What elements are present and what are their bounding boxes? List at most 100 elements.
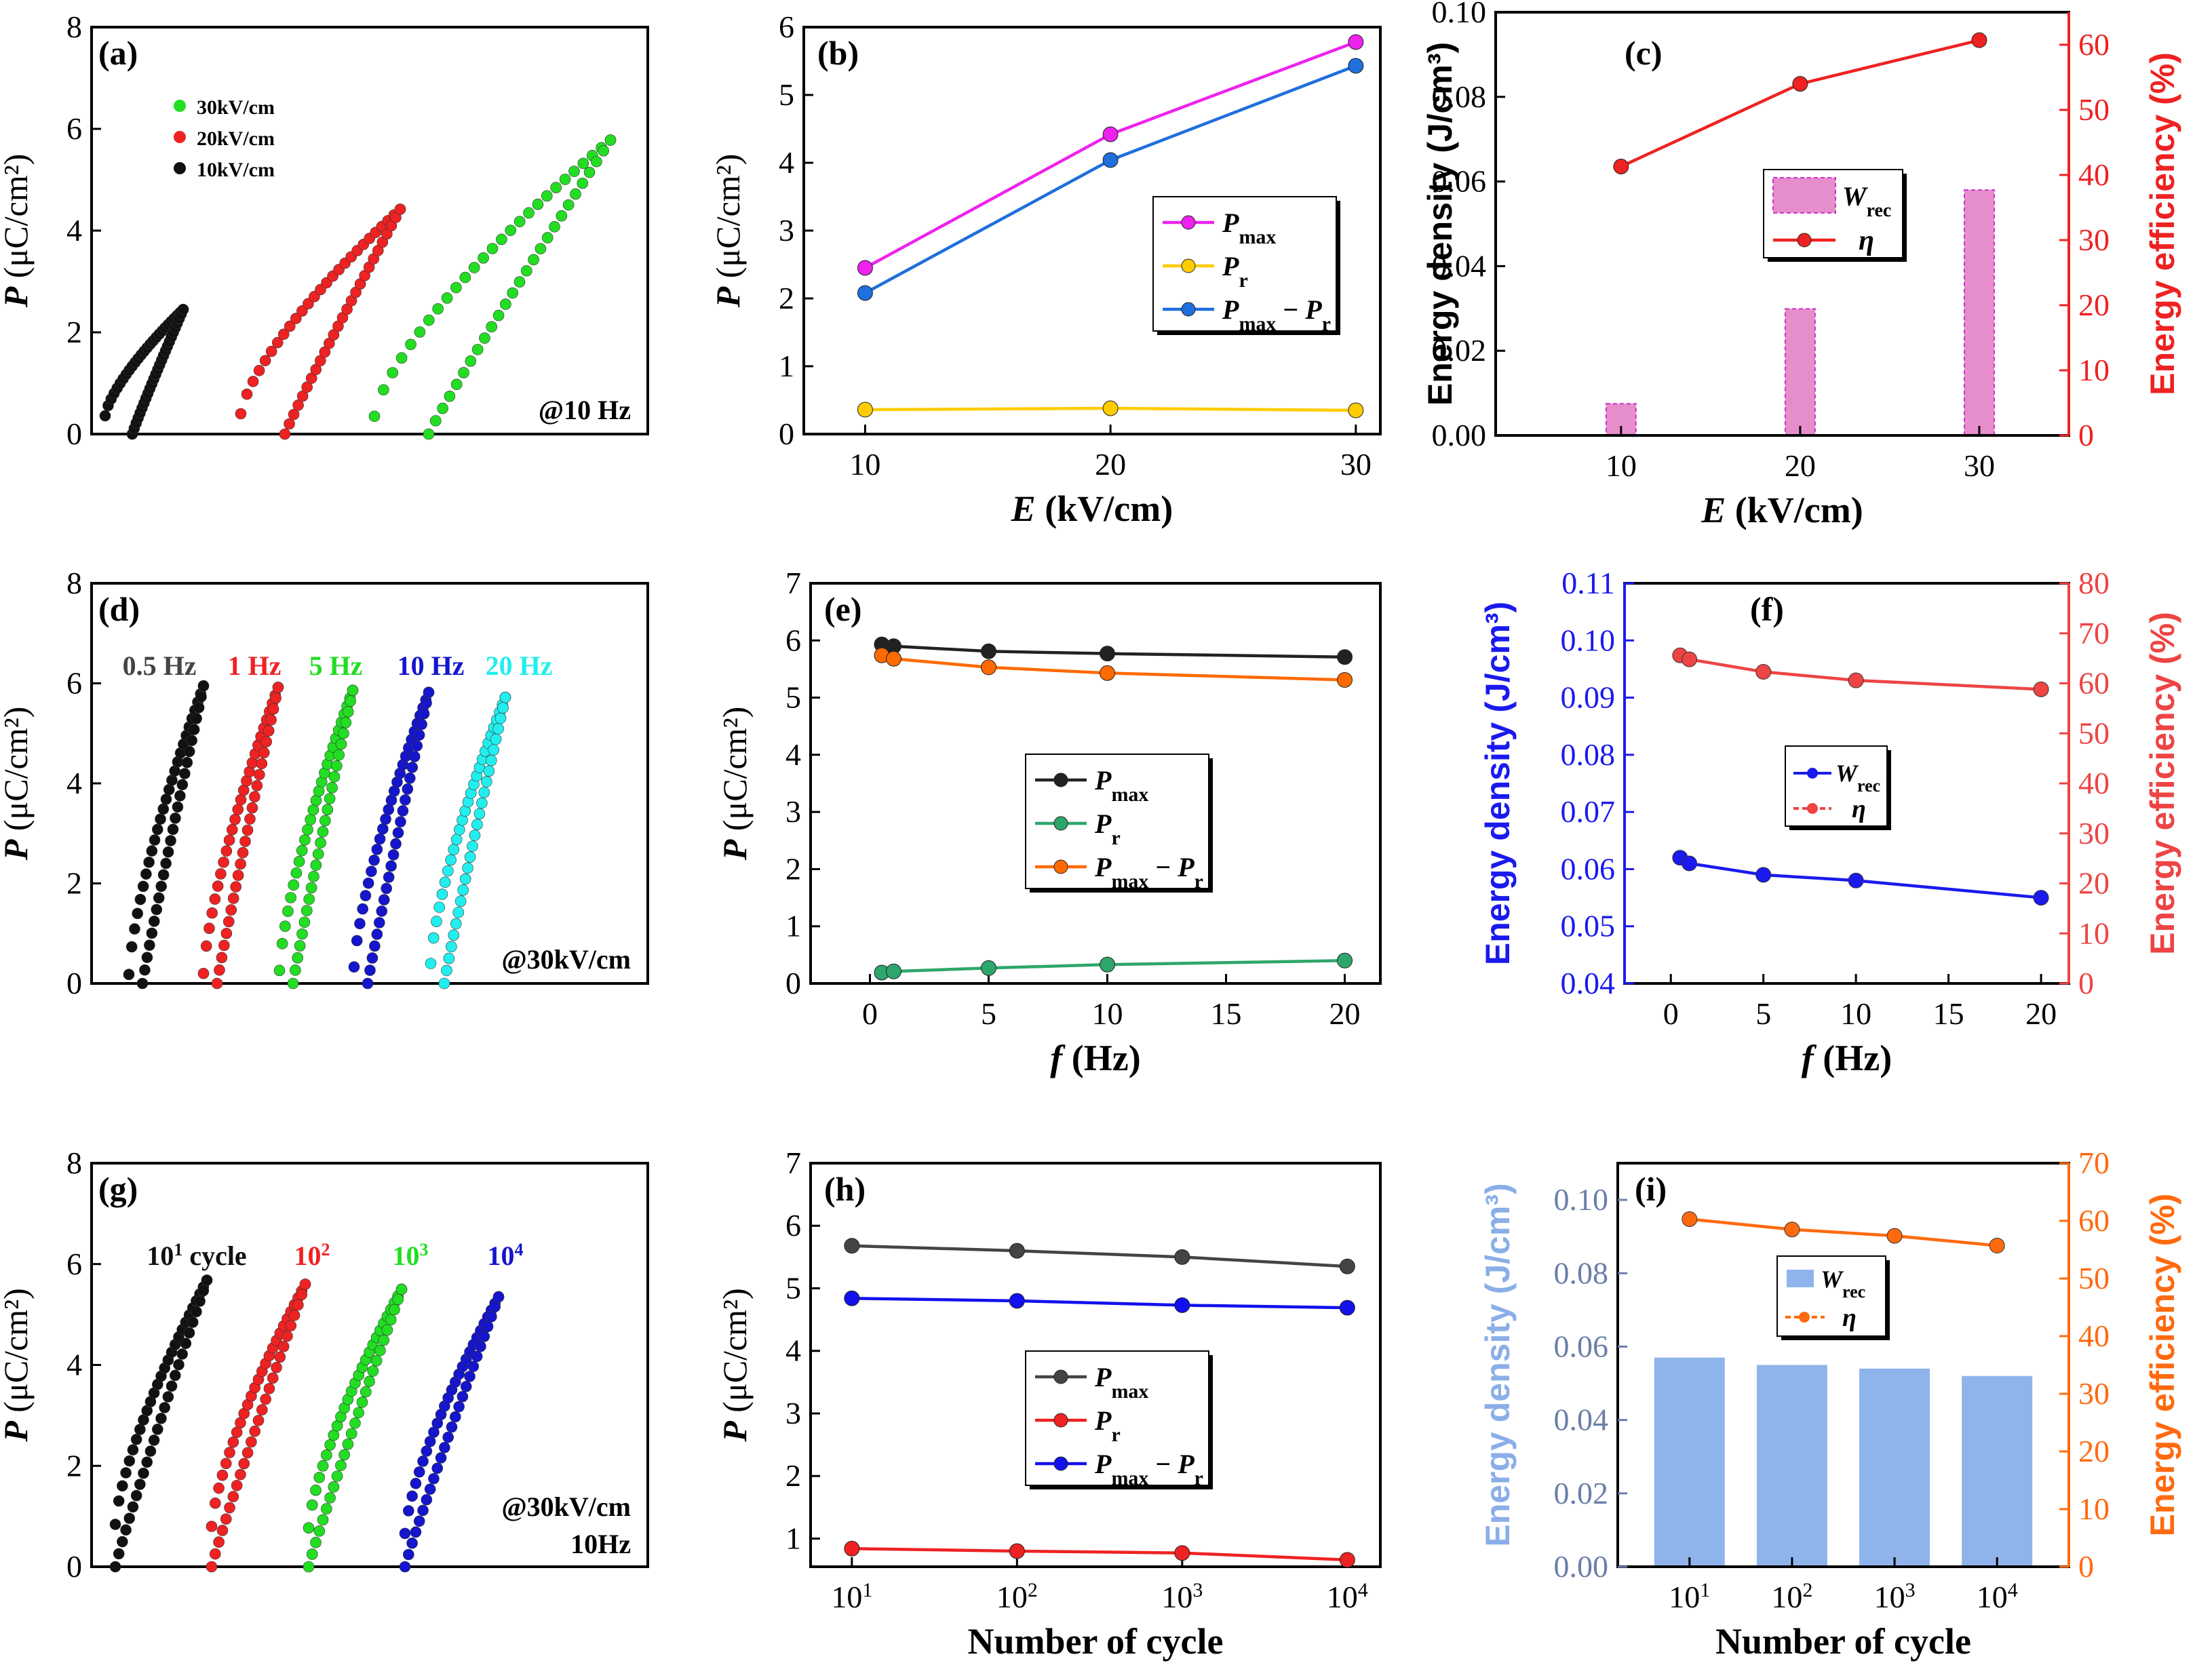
data-point [149,916,160,927]
data-point [886,963,901,979]
data-point [450,281,462,294]
loop-label: 103 [393,1240,429,1272]
y2-tick-label: 50 [2078,1261,2110,1295]
data-point [292,399,304,411]
data-point [381,1324,393,1336]
data-point [450,378,463,391]
data-point [413,1466,425,1478]
data-point [492,723,504,735]
x-tick-label: 0 [1663,996,1679,1031]
series-line [1620,39,1980,168]
data-point [290,867,303,879]
data-point [1174,1297,1190,1313]
data-point [288,1309,300,1321]
x-tick-label: 20 [2025,996,2057,1031]
data-point [183,1327,195,1339]
data-point [167,823,179,836]
legend-marker [1181,215,1196,230]
legend-marker [1053,1369,1068,1384]
data-point [146,845,158,857]
data-point [191,713,202,724]
legend-label: 30kV/cm [197,96,275,119]
data-point [148,1434,160,1446]
data-point [460,1380,472,1392]
data-point [229,813,241,825]
y-tick-label: 0 [779,416,794,451]
y2-tick-label: 50 [2078,716,2110,750]
data-point [263,1383,275,1394]
loop-0 [99,303,189,440]
data-point [435,1452,447,1464]
data-point [197,967,210,979]
data-point [290,964,301,976]
y-tick-label: 6 [66,111,82,146]
data-point [231,1426,243,1439]
x-axis-label: Number of cycle [1715,1621,1971,1662]
y-tick-label: 3 [779,213,794,248]
data-point [570,188,581,200]
data-point [464,1371,475,1382]
data-point [290,313,302,324]
loop-3 [348,686,435,990]
data-point [591,155,602,168]
y-axis-label: P (μC/cm²) [709,154,747,308]
x-tick-label: 103 [1874,1579,1916,1615]
data-point [1755,664,1772,680]
y-axis-label: P (μC/cm²) [0,707,35,861]
data-point [235,794,247,806]
data-point [857,260,873,276]
x-tick-label: 0 [862,996,878,1031]
data-point [981,960,996,976]
panel-label: (i) [1635,1170,1667,1208]
data-point [138,1467,149,1479]
data-point [438,977,450,990]
data-point [423,428,435,440]
data-point [454,895,467,907]
data-point [505,224,517,236]
data-point [397,805,409,817]
bar [1784,308,1816,437]
data-point [1348,58,1364,74]
data-point [258,747,270,759]
legend-label: Pr [1094,808,1121,849]
data-point [446,941,457,953]
data-point [241,388,253,400]
data-point [218,856,229,868]
data-point [284,418,295,430]
y2-tick-label: 10 [2078,1491,2110,1526]
loop-2 [303,1283,408,1573]
y-axis-label: P (μC/cm²) [0,1288,35,1442]
data-point [326,782,338,794]
data-point [254,768,265,781]
data-point [492,1291,505,1303]
data-point [418,707,430,720]
panel-a: 0 2 4 6 8 P (μC/cm²) (a) 30kV/cm 20kV/cm 10kV/cm @… [0,9,649,451]
y-tick-label: 1 [785,909,801,943]
data-point [177,303,189,315]
data-point [421,1445,433,1457]
data-point [181,756,193,768]
data-point [303,1522,315,1534]
data-point [157,803,170,815]
data-point [284,320,296,332]
x-tick-label: 103 [1161,1579,1203,1615]
data-point [369,940,381,952]
y-tick-label: 6 [785,623,801,657]
data-point [489,1301,501,1312]
data-point [308,870,319,882]
x-axis-label: f (Hz) [1050,1038,1140,1078]
data-point [285,1320,297,1331]
data-point [1348,34,1364,50]
data-point [331,760,343,772]
data-point [235,1468,246,1481]
data-point [844,1238,860,1254]
data-point [442,1431,454,1443]
data-point [267,703,279,715]
y-axis-label: P (μC/cm²) [716,707,754,861]
data-point [392,827,404,839]
data-point [562,199,575,211]
data-point [459,873,471,885]
data-point [306,1548,318,1560]
data-point [356,1396,368,1408]
y2-tick-label: 70 [2078,616,2110,650]
